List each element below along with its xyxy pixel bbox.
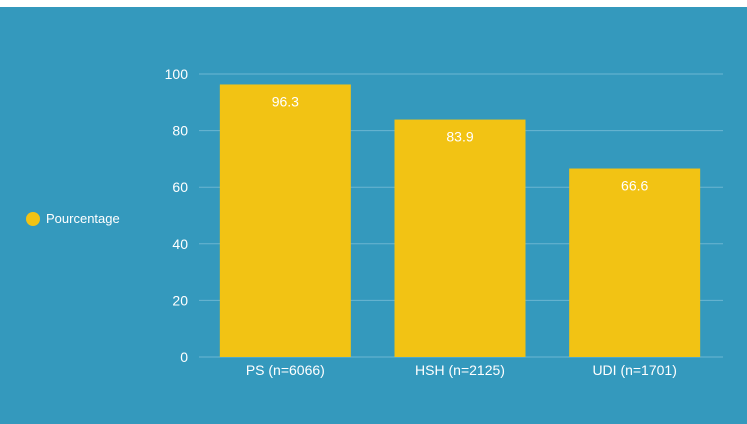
legend: Pourcentage	[26, 211, 120, 226]
y-tick-label: 100	[165, 66, 189, 82]
y-tick-label: 20	[172, 292, 188, 308]
legend-label: Pourcentage	[46, 211, 120, 226]
bar	[569, 168, 701, 357]
data-label: 66.6	[621, 178, 648, 194]
bar	[219, 84, 351, 357]
data-label: 96.3	[272, 93, 299, 109]
bar	[394, 119, 526, 357]
y-tick-label: 0	[180, 349, 188, 365]
x-tick-label: PS (n=6066)	[246, 362, 325, 378]
x-tick-label: UDI (n=1701)	[592, 362, 676, 378]
y-tick-label: 40	[172, 236, 188, 252]
x-tick-label: HSH (n=2125)	[415, 362, 505, 378]
y-tick-label: 80	[172, 123, 188, 139]
y-tick-label: 60	[172, 179, 188, 195]
data-label: 83.9	[446, 129, 473, 145]
legend-marker	[26, 211, 40, 226]
